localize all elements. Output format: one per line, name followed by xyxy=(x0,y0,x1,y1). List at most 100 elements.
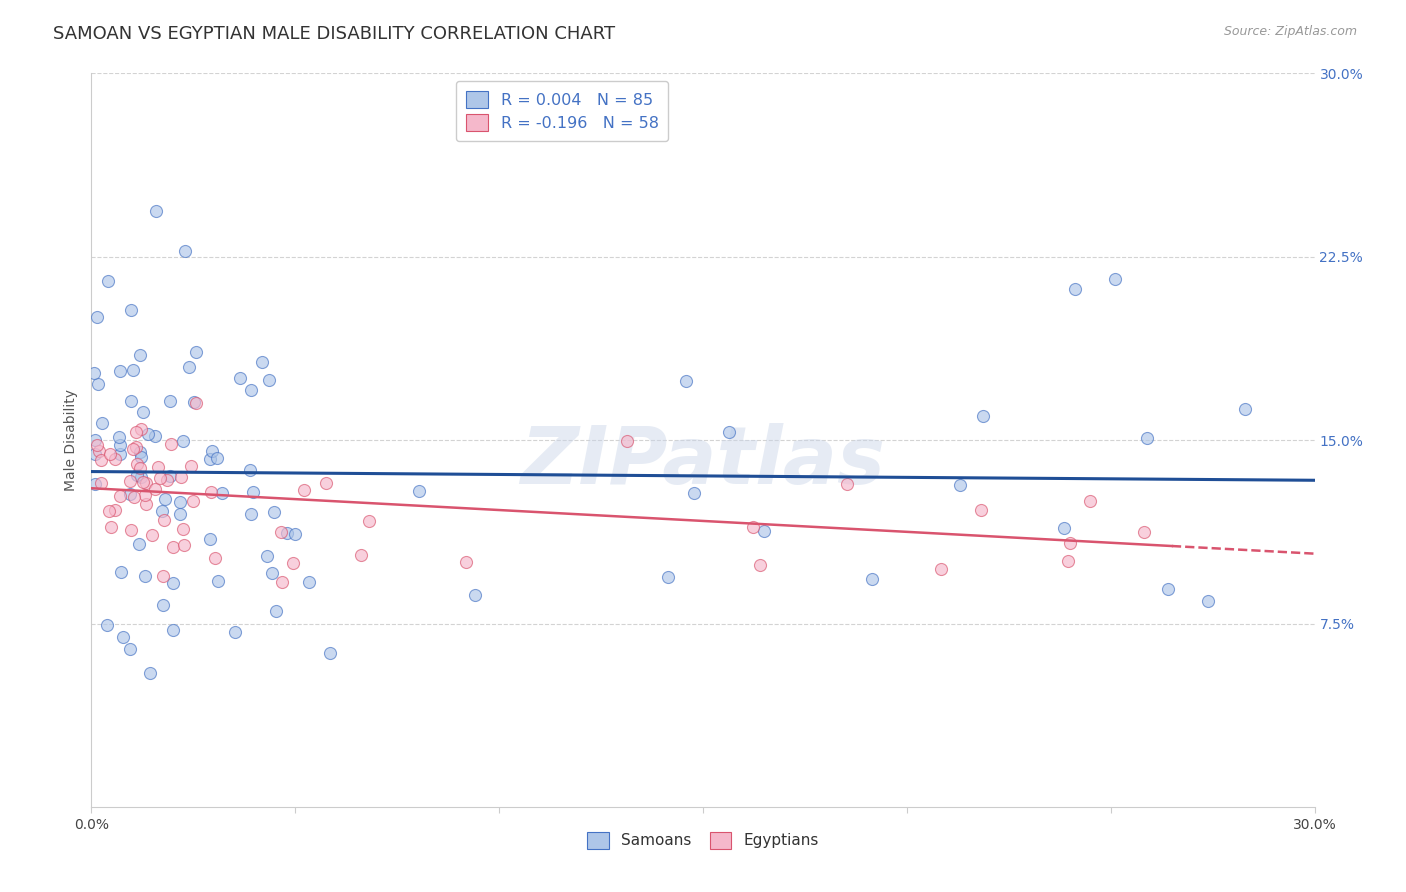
Point xyxy=(156,473,179,487)
Point xyxy=(860,572,883,586)
Point xyxy=(96,618,118,632)
Point xyxy=(240,383,263,397)
Point xyxy=(170,470,193,484)
Point xyxy=(1059,536,1081,550)
Point xyxy=(169,507,191,521)
Point xyxy=(1104,272,1126,286)
Point xyxy=(172,522,194,536)
Point xyxy=(136,427,159,442)
Point xyxy=(87,444,110,458)
Point xyxy=(143,482,166,496)
Point xyxy=(1157,582,1180,596)
Point xyxy=(228,371,250,385)
Point xyxy=(83,433,105,447)
Point xyxy=(162,623,184,637)
Point xyxy=(146,460,169,475)
Point xyxy=(83,366,105,380)
Point xyxy=(83,477,105,491)
Point xyxy=(91,416,114,430)
Point xyxy=(162,575,184,590)
Point xyxy=(180,458,202,473)
Point xyxy=(183,394,205,409)
Point xyxy=(135,476,157,491)
Point xyxy=(150,504,173,518)
Point xyxy=(110,364,132,378)
Point xyxy=(129,461,152,475)
Point xyxy=(159,437,181,451)
Point xyxy=(292,483,315,497)
Point xyxy=(129,348,152,362)
Point xyxy=(139,665,162,680)
Point xyxy=(108,447,131,461)
Point xyxy=(87,377,110,392)
Point xyxy=(152,513,174,527)
Point xyxy=(120,523,142,537)
Point xyxy=(162,540,184,554)
Point xyxy=(263,505,285,519)
Point xyxy=(129,470,152,484)
Point xyxy=(1063,282,1085,296)
Point xyxy=(319,646,342,660)
Point xyxy=(616,434,638,448)
Point xyxy=(127,457,149,471)
Point xyxy=(262,566,284,581)
Point xyxy=(1057,554,1080,568)
Point xyxy=(127,468,149,483)
Point xyxy=(90,452,112,467)
Legend: Samoans, Egyptians: Samoans, Egyptians xyxy=(581,826,825,855)
Point xyxy=(149,471,172,485)
Point xyxy=(120,487,142,501)
Point xyxy=(683,485,706,500)
Point xyxy=(464,588,486,602)
Point xyxy=(152,598,174,612)
Point xyxy=(90,475,112,490)
Point xyxy=(112,630,135,644)
Point xyxy=(752,524,775,538)
Point xyxy=(98,447,121,461)
Point xyxy=(1078,494,1101,508)
Point xyxy=(315,476,337,491)
Point xyxy=(104,503,127,517)
Point xyxy=(98,504,121,518)
Point xyxy=(159,469,181,483)
Point xyxy=(86,438,108,452)
Point xyxy=(172,434,194,448)
Point xyxy=(120,303,142,318)
Point xyxy=(201,443,224,458)
Point xyxy=(159,393,181,408)
Text: ZIPatlas: ZIPatlas xyxy=(520,423,886,501)
Point xyxy=(143,429,166,443)
Point xyxy=(121,442,143,457)
Point xyxy=(270,524,292,539)
Point xyxy=(204,551,226,566)
Point xyxy=(205,451,228,466)
Point xyxy=(134,488,156,502)
Point xyxy=(200,484,222,499)
Point xyxy=(108,489,131,503)
Point xyxy=(657,570,679,584)
Point xyxy=(1053,521,1076,535)
Point xyxy=(179,359,201,374)
Point xyxy=(359,514,381,528)
Point xyxy=(349,548,371,562)
Point xyxy=(132,475,155,490)
Point xyxy=(675,374,697,388)
Point xyxy=(1136,431,1159,445)
Point xyxy=(298,574,321,589)
Point xyxy=(239,507,262,521)
Point xyxy=(1233,401,1256,416)
Point xyxy=(120,641,142,656)
Y-axis label: Male Disability: Male Disability xyxy=(65,389,79,491)
Point xyxy=(152,569,174,583)
Point xyxy=(200,452,222,467)
Point xyxy=(135,497,157,511)
Text: Source: ZipAtlas.com: Source: ZipAtlas.com xyxy=(1223,25,1357,38)
Point xyxy=(257,374,280,388)
Point xyxy=(1133,525,1156,540)
Point xyxy=(108,430,131,444)
Point xyxy=(131,422,153,436)
Point xyxy=(250,355,273,369)
Point xyxy=(207,574,229,588)
Point xyxy=(835,477,858,491)
Point xyxy=(283,556,305,570)
